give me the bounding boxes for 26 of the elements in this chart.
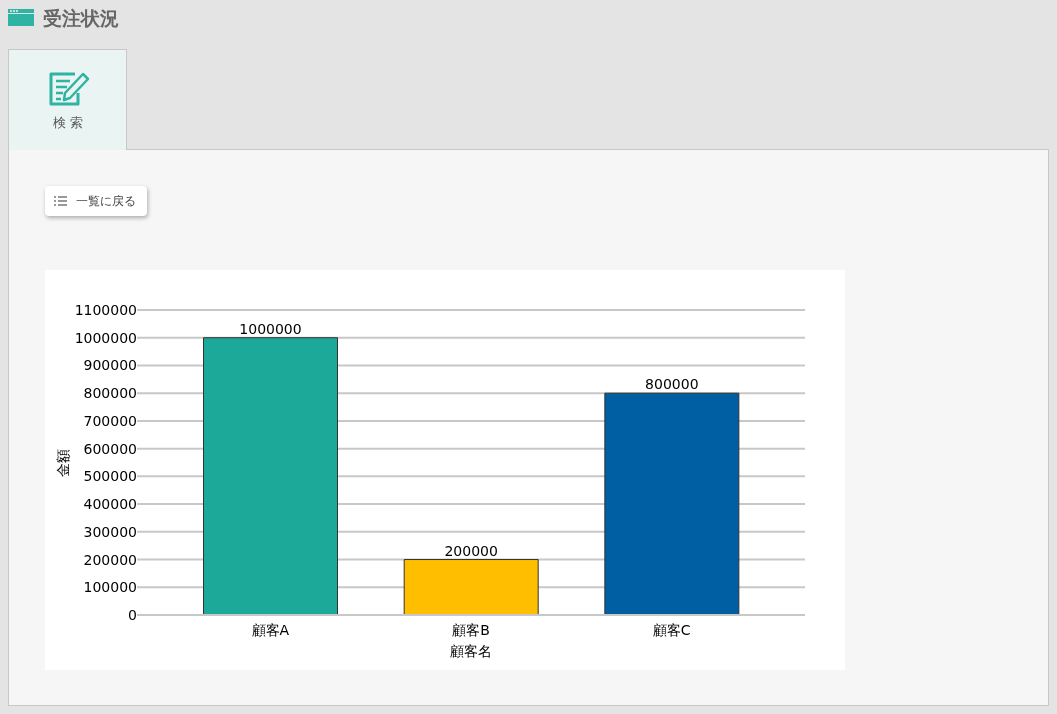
data-label: 200000: [444, 542, 498, 559]
bar: [604, 392, 740, 615]
y-tick-label: 900000: [83, 357, 137, 374]
y-tick-label: 800000: [83, 385, 137, 402]
data-label: 800000: [645, 376, 699, 393]
bar: [403, 559, 539, 615]
y-tick-label: 700000: [83, 412, 137, 429]
search-tab[interactable]: 検 索: [8, 49, 127, 150]
y-tick-label: 200000: [83, 551, 137, 568]
y-tick-label: 600000: [83, 440, 137, 457]
y-tick-label: 0: [128, 606, 137, 623]
x-tick-label: 顧客B: [452, 621, 490, 638]
x-tick-label: 顧客A: [251, 621, 290, 638]
data-label: 1000000: [239, 320, 302, 337]
y-tick-label: 1000000: [74, 329, 137, 346]
y-tick-label: 400000: [83, 496, 137, 513]
bar: [203, 337, 339, 615]
chart-title: 受注状況: [43, 6, 119, 31]
y-tick-label: 300000: [83, 523, 137, 540]
y-tick-label: 500000: [83, 468, 137, 485]
x-axis-title: 顧客名: [450, 643, 492, 659]
back-button[interactable]: 一覧に戻る: [45, 186, 147, 216]
x-tick-label: 顧客C: [652, 621, 691, 638]
y-tick-label: 100000: [83, 579, 137, 596]
y-tick-label: 1100000: [74, 301, 137, 318]
y-axis-title: 金額: [55, 448, 71, 477]
